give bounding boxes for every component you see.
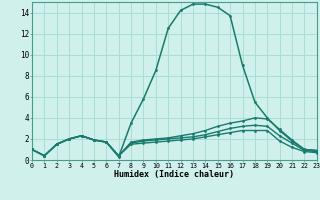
X-axis label: Humidex (Indice chaleur): Humidex (Indice chaleur) — [115, 170, 234, 179]
